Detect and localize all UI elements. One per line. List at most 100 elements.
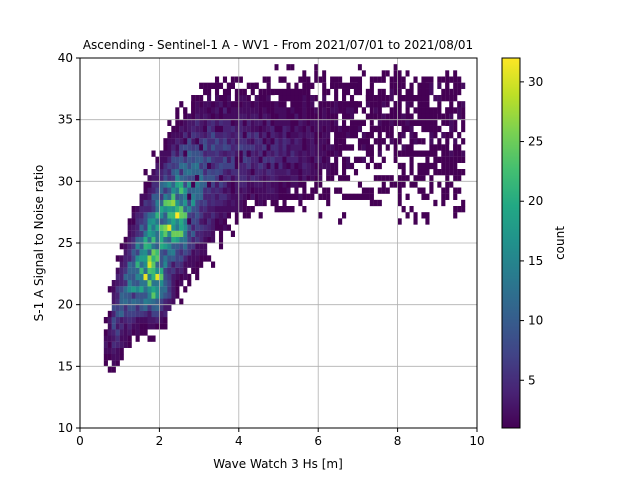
- heatmap-cell: [187, 199, 192, 207]
- heatmap-cell: [405, 88, 410, 96]
- colorbar: [501, 57, 521, 429]
- heatmap-cell: [187, 218, 192, 225]
- heatmap-cell: [314, 95, 319, 102]
- heatmap-cell: [147, 212, 152, 219]
- heatmap-cell: [437, 169, 442, 176]
- heatmap-cell: [401, 150, 406, 157]
- heatmap-cell: [250, 156, 255, 163]
- heatmap-cell: [246, 119, 251, 126]
- heatmap-cell: [250, 82, 255, 89]
- heatmap-cell: [218, 175, 223, 182]
- heatmap-cell: [357, 138, 363, 145]
- heatmap-cell: [151, 236, 156, 244]
- heatmap-cell: [334, 138, 339, 145]
- heatmap-cell: [306, 169, 311, 176]
- heatmap-cell: [238, 144, 243, 151]
- heatmap-cell: [330, 76, 335, 83]
- heatmap-cell: [147, 280, 152, 287]
- heatmap-cell: [167, 212, 172, 219]
- heatmap-cell: [163, 224, 168, 231]
- heatmap-cell: [199, 236, 204, 244]
- heatmap-cell: [330, 144, 335, 151]
- heatmap-cell: [270, 101, 275, 108]
- heatmap-cell: [254, 156, 259, 163]
- heatmap-cell: [349, 82, 355, 89]
- heatmap-cell: [290, 132, 295, 139]
- heatmap-cell: [175, 236, 180, 244]
- heatmap-cell: [421, 150, 426, 157]
- heatmap-cell: [214, 224, 220, 231]
- heatmap-cell: [461, 199, 466, 207]
- heatmap-cell: [151, 181, 156, 188]
- heatmap-cell: [254, 119, 259, 126]
- heatmap-cell: [326, 199, 331, 207]
- heatmap-cell: [159, 286, 164, 293]
- heatmap-cell: [111, 292, 116, 299]
- heatmap-cell: [286, 187, 291, 194]
- heatmap-cell: [258, 175, 263, 182]
- heatmap-cell: [191, 249, 196, 256]
- heatmap-cell: [258, 181, 263, 188]
- heatmap-cell: [183, 175, 188, 182]
- heatmap-cell: [159, 261, 164, 268]
- heatmap-cell: [171, 267, 176, 274]
- heatmap-cell: [143, 304, 148, 311]
- heatmap-cell: [433, 132, 438, 139]
- heatmap-cell: [413, 212, 418, 219]
- heatmap-cell: [242, 101, 247, 108]
- heatmap-cell: [453, 95, 458, 102]
- heatmap-cell: [159, 187, 164, 194]
- heatmap-cell: [429, 162, 434, 170]
- heatmap-cell: [369, 88, 374, 96]
- heatmap-cell: [441, 199, 446, 207]
- heatmap-cell: [127, 335, 132, 342]
- heatmap-cell: [211, 82, 216, 89]
- heatmap-cell: [274, 150, 279, 157]
- heatmap-cell: [211, 144, 216, 151]
- heatmap-cell: [171, 193, 176, 200]
- heatmap-cell: [199, 150, 204, 157]
- heatmap-cell: [183, 132, 188, 139]
- heatmap-cell: [250, 150, 255, 157]
- heatmap-cell: [381, 95, 386, 102]
- heatmap-cell: [401, 119, 406, 126]
- heatmap-cell: [449, 119, 454, 126]
- heatmap-cell: [127, 298, 132, 305]
- heatmap-cell: [123, 261, 128, 268]
- heatmap-cell: [143, 255, 148, 262]
- heatmap-cell: [179, 212, 184, 219]
- heatmap-cell: [409, 95, 414, 102]
- heatmap-cell: [171, 286, 176, 293]
- heatmap-cell: [207, 212, 212, 219]
- heatmap-cell: [254, 193, 259, 200]
- heatmap-cell: [373, 95, 378, 102]
- heatmap-cell: [155, 169, 160, 176]
- heatmap-cell: [385, 175, 390, 182]
- heatmap-cell: [159, 212, 164, 219]
- heatmap-cell: [445, 132, 450, 139]
- heatmap-cell: [139, 304, 144, 311]
- heatmap-cell: [155, 255, 160, 262]
- heatmap-cell: [119, 298, 124, 305]
- heatmap-cell: [330, 101, 335, 108]
- heatmap-cell: [425, 107, 430, 114]
- heatmap-cell: [179, 255, 184, 262]
- heatmap-cell: [413, 95, 418, 102]
- heatmap-cell: [306, 138, 311, 145]
- heatmap-cell: [107, 310, 112, 318]
- heatmap-cell: [429, 82, 434, 89]
- heatmap-cell: [139, 230, 144, 237]
- heatmap-cell: [266, 193, 271, 200]
- heatmap-cell: [345, 101, 351, 108]
- heatmap-cell: [401, 95, 406, 102]
- heatmap-cell: [298, 119, 303, 126]
- heatmap-cell: [103, 347, 108, 355]
- heatmap-cell: [171, 212, 176, 219]
- heatmap-cell: [195, 212, 200, 219]
- heatmap-cell: [342, 144, 347, 151]
- heatmap-cell: [207, 218, 212, 225]
- heatmap-cell: [195, 218, 200, 225]
- heatmap-cell: [163, 249, 168, 256]
- heatmap-cell: [127, 286, 132, 293]
- heatmap-cell: [409, 206, 414, 213]
